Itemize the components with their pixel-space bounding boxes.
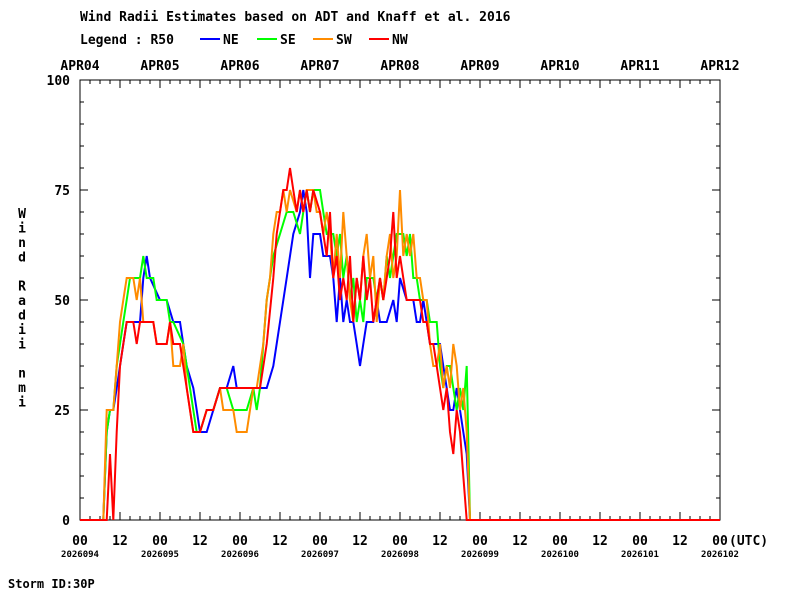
y-label-char: W xyxy=(18,207,26,222)
x-julian-day-label: 2026102 xyxy=(701,550,739,560)
y-label-char: d xyxy=(18,251,26,266)
top-date-label: APR09 xyxy=(460,59,499,74)
top-date-label: APR08 xyxy=(380,59,419,74)
y-tick-label: 25 xyxy=(54,404,70,419)
x-hour-label: 00 xyxy=(472,534,488,549)
x-hour-label: 12 xyxy=(672,534,688,549)
legend: Legend : R50 NE SE SW NW xyxy=(80,33,408,48)
x-julian-day-label: 2026100 xyxy=(541,550,579,560)
x-hour-label: 00 xyxy=(152,534,168,549)
series-line-se xyxy=(80,189,720,521)
y-label-char: i xyxy=(18,396,26,411)
y-label-char: i xyxy=(18,338,26,353)
y-tick-label: 75 xyxy=(54,184,70,199)
legend-label: Legend : R50 xyxy=(80,33,174,48)
x-hour-label: 12 xyxy=(352,534,368,549)
x-hour-label: 00 xyxy=(632,534,648,549)
top-date-label: APR11 xyxy=(620,59,659,74)
series-line-ne xyxy=(80,189,720,521)
x-hour-label: 12 xyxy=(432,534,448,549)
x-hour-label: 12 xyxy=(592,534,608,549)
y-tick-label: 0 xyxy=(62,514,70,529)
x-hour-label: 12 xyxy=(192,534,208,549)
x-hour-label: 00 xyxy=(232,534,248,549)
x-julian-day-label: 2026097 xyxy=(301,550,339,560)
x-julian-day-label: 2026099 xyxy=(461,550,499,560)
y-label-char: n xyxy=(18,236,26,251)
series-line-sw xyxy=(80,189,720,521)
x-hour-label: 12 xyxy=(272,534,288,549)
y-label-char: R xyxy=(18,280,26,295)
top-date-axis: APR04 APR05 APR06 APR07 APR08 APR09 APR10 APR11… xyxy=(60,59,739,74)
top-date-label: APR06 xyxy=(220,59,259,74)
y-label-char: n xyxy=(18,367,26,382)
series-line-nw xyxy=(80,167,720,521)
x-hour-label: 00 xyxy=(552,534,568,549)
top-date-label: APR12 xyxy=(700,59,739,74)
x-hour-label: 12 xyxy=(512,534,528,549)
plot-frame xyxy=(79,79,721,521)
top-date-label: APR05 xyxy=(140,59,179,74)
x-hour-label: 00 xyxy=(312,534,328,549)
top-date-label: APR04 xyxy=(60,59,99,74)
x-hour-label: 00 xyxy=(392,534,408,549)
x-axis: 00 12 00 12 00 12 00 12 00 12 00 12 00 12 00 12 00 (UTC)2… xyxy=(61,80,768,560)
y-label-char: i xyxy=(18,222,26,237)
x-julian-day-label: 2026094 xyxy=(61,550,100,560)
legend-entry-se: SE xyxy=(280,33,296,48)
y-tick-label: 50 xyxy=(54,294,70,309)
x-julian-day-label: 2026096 xyxy=(221,550,259,560)
storm-id-label: Storm ID:30P xyxy=(8,577,95,591)
legend-entry-sw: SW xyxy=(336,33,352,48)
y-label-char: a xyxy=(18,294,26,309)
y-label-char: m xyxy=(18,381,26,396)
x-julian-day-label: 2026101 xyxy=(621,550,659,560)
utc-label: (UTC) xyxy=(729,534,768,549)
series-layer xyxy=(80,167,720,521)
x-hour-label: 00 xyxy=(72,534,88,549)
y-label-char: i xyxy=(18,323,26,338)
x-julian-day-label: 2026098 xyxy=(381,550,419,560)
top-date-label: APR10 xyxy=(540,59,579,74)
x-julian-day-label: 2026095 xyxy=(141,550,179,560)
x-hour-label: 12 xyxy=(112,534,128,549)
legend-entry-nw: NW xyxy=(392,33,408,48)
x-hour-label: 00 xyxy=(712,534,728,549)
top-date-label: APR07 xyxy=(300,59,339,74)
y-axis: 0 25 50 75 100 xyxy=(47,74,720,529)
legend-entry-ne: NE xyxy=(223,33,239,48)
y-label-char: d xyxy=(18,309,26,324)
y-tick-label: 100 xyxy=(47,74,71,89)
chart-title: Wind Radii Estimates based on ADT and Kn… xyxy=(80,10,511,25)
